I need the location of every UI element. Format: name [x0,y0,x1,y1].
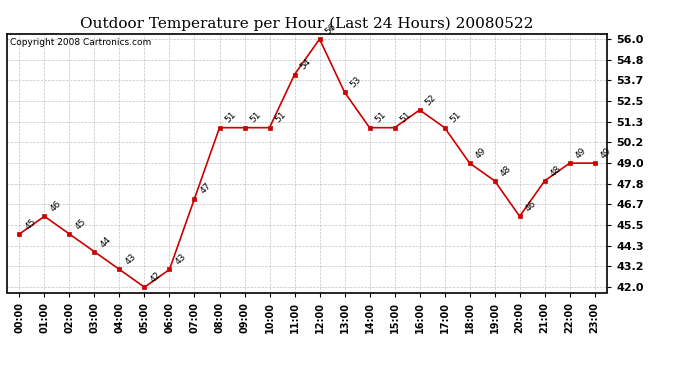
Text: 51: 51 [274,110,288,125]
Text: 51: 51 [248,110,263,125]
Text: Copyright 2008 Cartronics.com: Copyright 2008 Cartronics.com [10,38,151,46]
Text: 45: 45 [74,217,88,231]
Text: 51: 51 [399,110,413,125]
Text: 47: 47 [199,182,213,196]
Text: 56: 56 [324,22,338,36]
Text: 51: 51 [374,110,388,125]
Text: 45: 45 [23,217,38,231]
Text: 48: 48 [499,164,513,178]
Text: 49: 49 [574,146,589,160]
Text: 48: 48 [549,164,563,178]
Title: Outdoor Temperature per Hour (Last 24 Hours) 20080522: Outdoor Temperature per Hour (Last 24 Ho… [80,17,534,31]
Text: 49: 49 [599,146,613,160]
Text: 44: 44 [99,235,113,249]
Text: 49: 49 [474,146,489,160]
Text: 46: 46 [48,199,63,213]
Text: 46: 46 [524,199,538,213]
Text: 52: 52 [424,93,438,107]
Text: 43: 43 [174,252,188,267]
Text: 43: 43 [124,252,138,267]
Text: 51: 51 [448,110,463,125]
Text: 53: 53 [348,75,363,90]
Text: 42: 42 [148,270,163,284]
Text: 51: 51 [224,110,238,125]
Text: 54: 54 [299,57,313,72]
